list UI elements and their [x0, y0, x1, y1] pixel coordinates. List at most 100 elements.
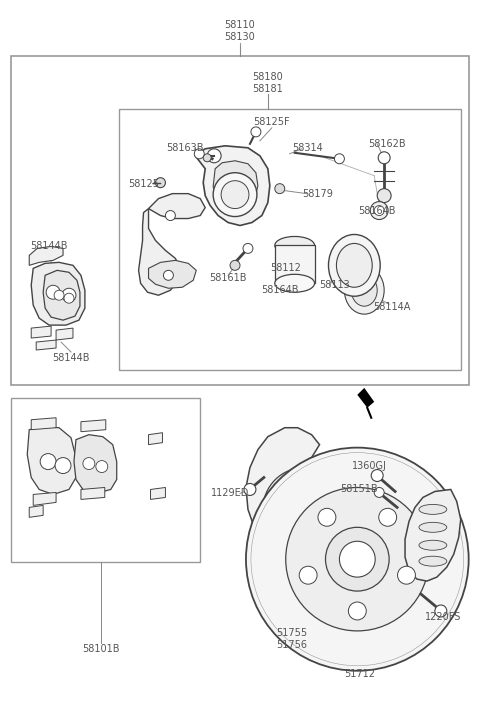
Circle shape: [64, 293, 74, 303]
Polygon shape: [29, 247, 63, 265]
Ellipse shape: [328, 235, 380, 296]
Polygon shape: [31, 418, 56, 430]
Bar: [12, 398, 200, 562]
Ellipse shape: [336, 243, 372, 287]
Circle shape: [286, 487, 429, 631]
Text: 1360GJ: 1360GJ: [352, 460, 387, 471]
Text: 58314: 58314: [292, 143, 323, 153]
Polygon shape: [43, 270, 80, 320]
Circle shape: [299, 566, 317, 584]
Circle shape: [156, 177, 166, 187]
Circle shape: [275, 184, 285, 194]
Circle shape: [221, 181, 249, 209]
Circle shape: [244, 484, 256, 496]
Text: 1220FS: 1220FS: [425, 612, 461, 622]
Polygon shape: [195, 146, 270, 226]
Polygon shape: [246, 428, 332, 631]
Circle shape: [318, 508, 336, 526]
Circle shape: [194, 148, 204, 159]
Circle shape: [397, 566, 415, 584]
Polygon shape: [405, 489, 461, 581]
Text: 58101B: 58101B: [82, 644, 120, 654]
Circle shape: [40, 454, 56, 469]
Circle shape: [230, 260, 240, 270]
Polygon shape: [357, 388, 374, 408]
Circle shape: [263, 467, 347, 551]
Ellipse shape: [419, 540, 447, 550]
Polygon shape: [74, 435, 117, 493]
Ellipse shape: [419, 522, 447, 532]
Ellipse shape: [275, 274, 314, 292]
Polygon shape: [81, 420, 106, 432]
Circle shape: [62, 288, 76, 302]
Polygon shape: [213, 160, 258, 209]
Circle shape: [207, 148, 221, 163]
Text: 58179: 58179: [302, 189, 333, 199]
Circle shape: [325, 527, 389, 591]
Polygon shape: [275, 245, 314, 284]
Polygon shape: [148, 194, 205, 218]
Text: 58110
58130: 58110 58130: [225, 21, 255, 42]
Polygon shape: [36, 340, 56, 350]
Text: 58180
58181: 58180 58181: [252, 72, 283, 94]
Circle shape: [246, 448, 468, 671]
Bar: [119, 109, 461, 370]
Text: 58144B: 58144B: [30, 241, 68, 252]
Circle shape: [371, 469, 383, 481]
Circle shape: [164, 270, 173, 280]
Circle shape: [46, 285, 60, 299]
Text: 58151B: 58151B: [340, 484, 378, 494]
Circle shape: [370, 201, 388, 220]
Text: 58161B: 58161B: [209, 274, 247, 284]
Polygon shape: [29, 506, 43, 518]
Text: 51712: 51712: [344, 669, 375, 679]
Circle shape: [374, 206, 384, 216]
Circle shape: [251, 127, 261, 137]
Polygon shape: [81, 487, 105, 499]
Polygon shape: [33, 493, 56, 506]
Circle shape: [377, 189, 391, 203]
Circle shape: [277, 481, 333, 537]
Circle shape: [378, 152, 390, 164]
Text: 58113: 58113: [319, 280, 350, 291]
Circle shape: [203, 154, 211, 162]
Text: 1129ED: 1129ED: [211, 489, 249, 498]
Text: 58162B: 58162B: [368, 139, 406, 149]
Ellipse shape: [419, 556, 447, 566]
Polygon shape: [148, 433, 162, 445]
Circle shape: [374, 487, 384, 498]
Circle shape: [435, 605, 447, 617]
Bar: [12, 56, 468, 385]
Circle shape: [339, 542, 375, 577]
Text: 58114A: 58114A: [373, 302, 411, 312]
Text: 58125F: 58125F: [253, 117, 290, 127]
Circle shape: [166, 211, 175, 221]
Ellipse shape: [275, 236, 314, 255]
Ellipse shape: [351, 274, 377, 306]
Polygon shape: [27, 427, 76, 494]
Text: 51755
51756: 51755 51756: [276, 628, 307, 650]
Polygon shape: [151, 487, 166, 499]
Circle shape: [348, 602, 366, 620]
Text: 58163B: 58163B: [167, 143, 204, 153]
Polygon shape: [56, 328, 73, 340]
Circle shape: [55, 457, 71, 474]
Text: 58144B: 58144B: [52, 353, 90, 363]
Text: 58164B: 58164B: [261, 285, 299, 296]
Polygon shape: [148, 260, 196, 288]
Circle shape: [213, 173, 257, 216]
Circle shape: [243, 243, 253, 253]
Text: 58112: 58112: [270, 263, 301, 274]
Polygon shape: [139, 209, 180, 296]
Text: 58125: 58125: [128, 179, 159, 189]
Circle shape: [379, 508, 396, 526]
Circle shape: [96, 460, 108, 472]
Ellipse shape: [344, 267, 384, 314]
Polygon shape: [31, 262, 85, 325]
Polygon shape: [31, 326, 51, 338]
Circle shape: [83, 457, 95, 469]
Ellipse shape: [419, 504, 447, 515]
Text: 58164B: 58164B: [359, 206, 396, 216]
Circle shape: [335, 154, 344, 164]
Circle shape: [54, 291, 64, 300]
